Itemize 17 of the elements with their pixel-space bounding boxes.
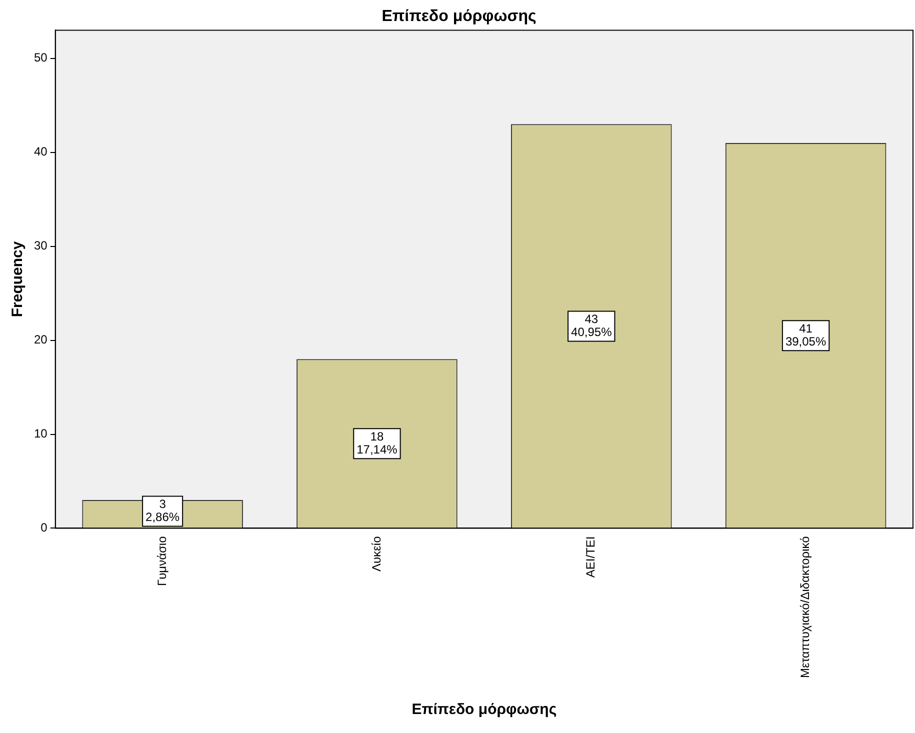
x-axis-title: Επίπεδο μόρφωσης — [412, 701, 557, 718]
x-tick-label: ΑΕΙ/ΤΕΙ — [584, 536, 598, 578]
x-tick-label: Μεταπτυχιακό/Διδακτορικό — [798, 536, 812, 678]
data-label: 41 39,05% — [785, 321, 826, 348]
y-tick-label: 30 — [34, 238, 48, 253]
chart-title: Επίπεδο μόρφωσης — [382, 8, 536, 26]
data-label: 43 40,95% — [571, 312, 612, 340]
x-tick-label: Γυμνάσιο — [154, 536, 169, 586]
x-tick-label: Λυκείο — [369, 536, 384, 572]
y-tick-label: 0 — [40, 520, 48, 535]
y-tick-label: 50 — [34, 50, 48, 65]
data-label: 3 2,86% — [146, 497, 180, 524]
data-label: 18 17,14% — [356, 429, 398, 456]
y-tick-label: 10 — [34, 426, 48, 441]
y-axis-title: Frequency — [9, 240, 26, 318]
y-tick-label: 40 — [34, 144, 48, 159]
y-tick-label: 20 — [34, 332, 48, 347]
